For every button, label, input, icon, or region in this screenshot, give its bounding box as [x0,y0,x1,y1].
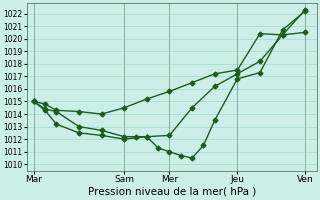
X-axis label: Pression niveau de la mer( hPa ): Pression niveau de la mer( hPa ) [88,187,256,197]
